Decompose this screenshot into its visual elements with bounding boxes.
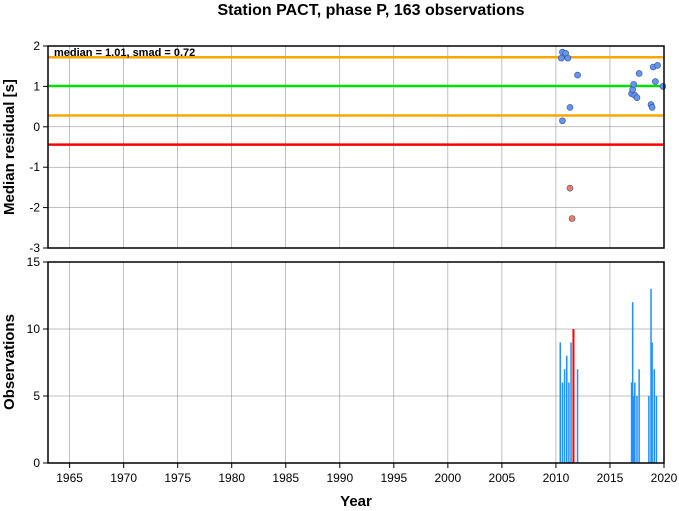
observations-y-axis-label: Observations bbox=[1, 314, 18, 410]
residual-point bbox=[652, 78, 659, 85]
observation-bar bbox=[561, 382, 564, 463]
residual-y-tick-label: -1 bbox=[29, 160, 40, 174]
residual-point bbox=[564, 54, 572, 62]
observation-bar bbox=[650, 288, 652, 463]
residual-point bbox=[558, 54, 565, 62]
observations-bars bbox=[559, 288, 658, 463]
residual-y-tick-label: 0 bbox=[33, 120, 40, 134]
observation-bar bbox=[632, 396, 635, 463]
year-x-tick-label: 1985 bbox=[272, 471, 299, 485]
residual-point bbox=[559, 117, 566, 125]
observation-bar bbox=[636, 396, 638, 463]
year-x-tick-label: 2010 bbox=[543, 471, 570, 485]
year-x-tick-label: 1975 bbox=[164, 471, 191, 485]
observations-y-tick-label: 0 bbox=[33, 456, 40, 470]
chart-title: Station PACT, phase P, 163 observations bbox=[217, 2, 524, 19]
residual-plot-frame bbox=[47, 45, 665, 249]
year-x-ticks: 1965 1970 1975 1980 1985 1990 1995 2000 2005 2010… bbox=[56, 463, 678, 485]
residual-y-axis-label: Median residual [s] bbox=[1, 79, 18, 215]
year-x-tick-label: 1995 bbox=[380, 471, 407, 485]
observation-bar bbox=[568, 382, 570, 463]
residual-point bbox=[648, 104, 656, 111]
residual-panel: -3 -2 -1 0 1 2 median = 1.01, smad = 0.72 Med… bbox=[1, 39, 667, 255]
year-x-tick-label: 2015 bbox=[597, 471, 624, 485]
stats-annotation: median = 1.01, smad = 0.72 bbox=[54, 47, 195, 59]
observation-bar bbox=[563, 369, 566, 463]
observation-bar bbox=[634, 382, 636, 463]
year-x-axis-label: Year bbox=[340, 493, 372, 510]
outlier-point bbox=[566, 184, 574, 192]
residual-points bbox=[558, 48, 667, 222]
observation-bar bbox=[565, 355, 568, 463]
residual-y-tick-label: -3 bbox=[29, 241, 40, 255]
residual-point bbox=[629, 86, 636, 93]
outlier-observation-bar bbox=[572, 329, 575, 463]
observations-y-tick-label: 15 bbox=[27, 255, 41, 269]
observation-bar bbox=[631, 302, 634, 463]
observations-y-tick-label: 5 bbox=[33, 389, 40, 403]
observation-bar bbox=[648, 396, 650, 463]
year-x-tick-label: 1970 bbox=[110, 471, 137, 485]
year-x-tick-label: 1990 bbox=[326, 471, 353, 485]
observation-bar bbox=[638, 369, 640, 463]
observation-bar bbox=[655, 396, 658, 463]
observation-bar bbox=[653, 369, 656, 463]
observations-plot-frame bbox=[47, 261, 665, 464]
observations-y-tick-label: 10 bbox=[27, 322, 41, 336]
observation-bar bbox=[576, 369, 579, 463]
residual-y-tick-label: 2 bbox=[33, 39, 40, 53]
observation-bar bbox=[570, 342, 572, 463]
residual-y-ticks: -3 -2 -1 0 1 2 bbox=[29, 39, 48, 255]
observation-bar bbox=[651, 342, 653, 463]
residual-point bbox=[654, 62, 661, 69]
residual-point bbox=[635, 70, 643, 77]
residual-point bbox=[659, 83, 667, 90]
residual-y-tick-label: -2 bbox=[29, 201, 40, 215]
residual-point bbox=[633, 94, 641, 102]
outlier-point bbox=[568, 215, 576, 222]
observations-y-ticks: 0 5 10 15 bbox=[27, 255, 48, 470]
observation-bar bbox=[630, 382, 633, 463]
reference-lines bbox=[48, 56, 664, 146]
year-x-tick-label: 1965 bbox=[56, 471, 83, 485]
residual-point bbox=[630, 81, 638, 88]
residual-point bbox=[566, 104, 574, 111]
residual-y-tick-label: 1 bbox=[33, 79, 40, 93]
observation-bar bbox=[559, 342, 562, 463]
year-x-tick-label: 2005 bbox=[489, 471, 516, 485]
year-x-tick-label: 2000 bbox=[435, 471, 462, 485]
year-x-tick-label: 1980 bbox=[218, 471, 245, 485]
observations-panel: 0 5 10 15 1965 1970 1975 1980 1985 1990 1995 2000 2… bbox=[1, 255, 678, 510]
year-x-tick-label: 2020 bbox=[651, 471, 678, 485]
residual-point bbox=[574, 71, 581, 79]
